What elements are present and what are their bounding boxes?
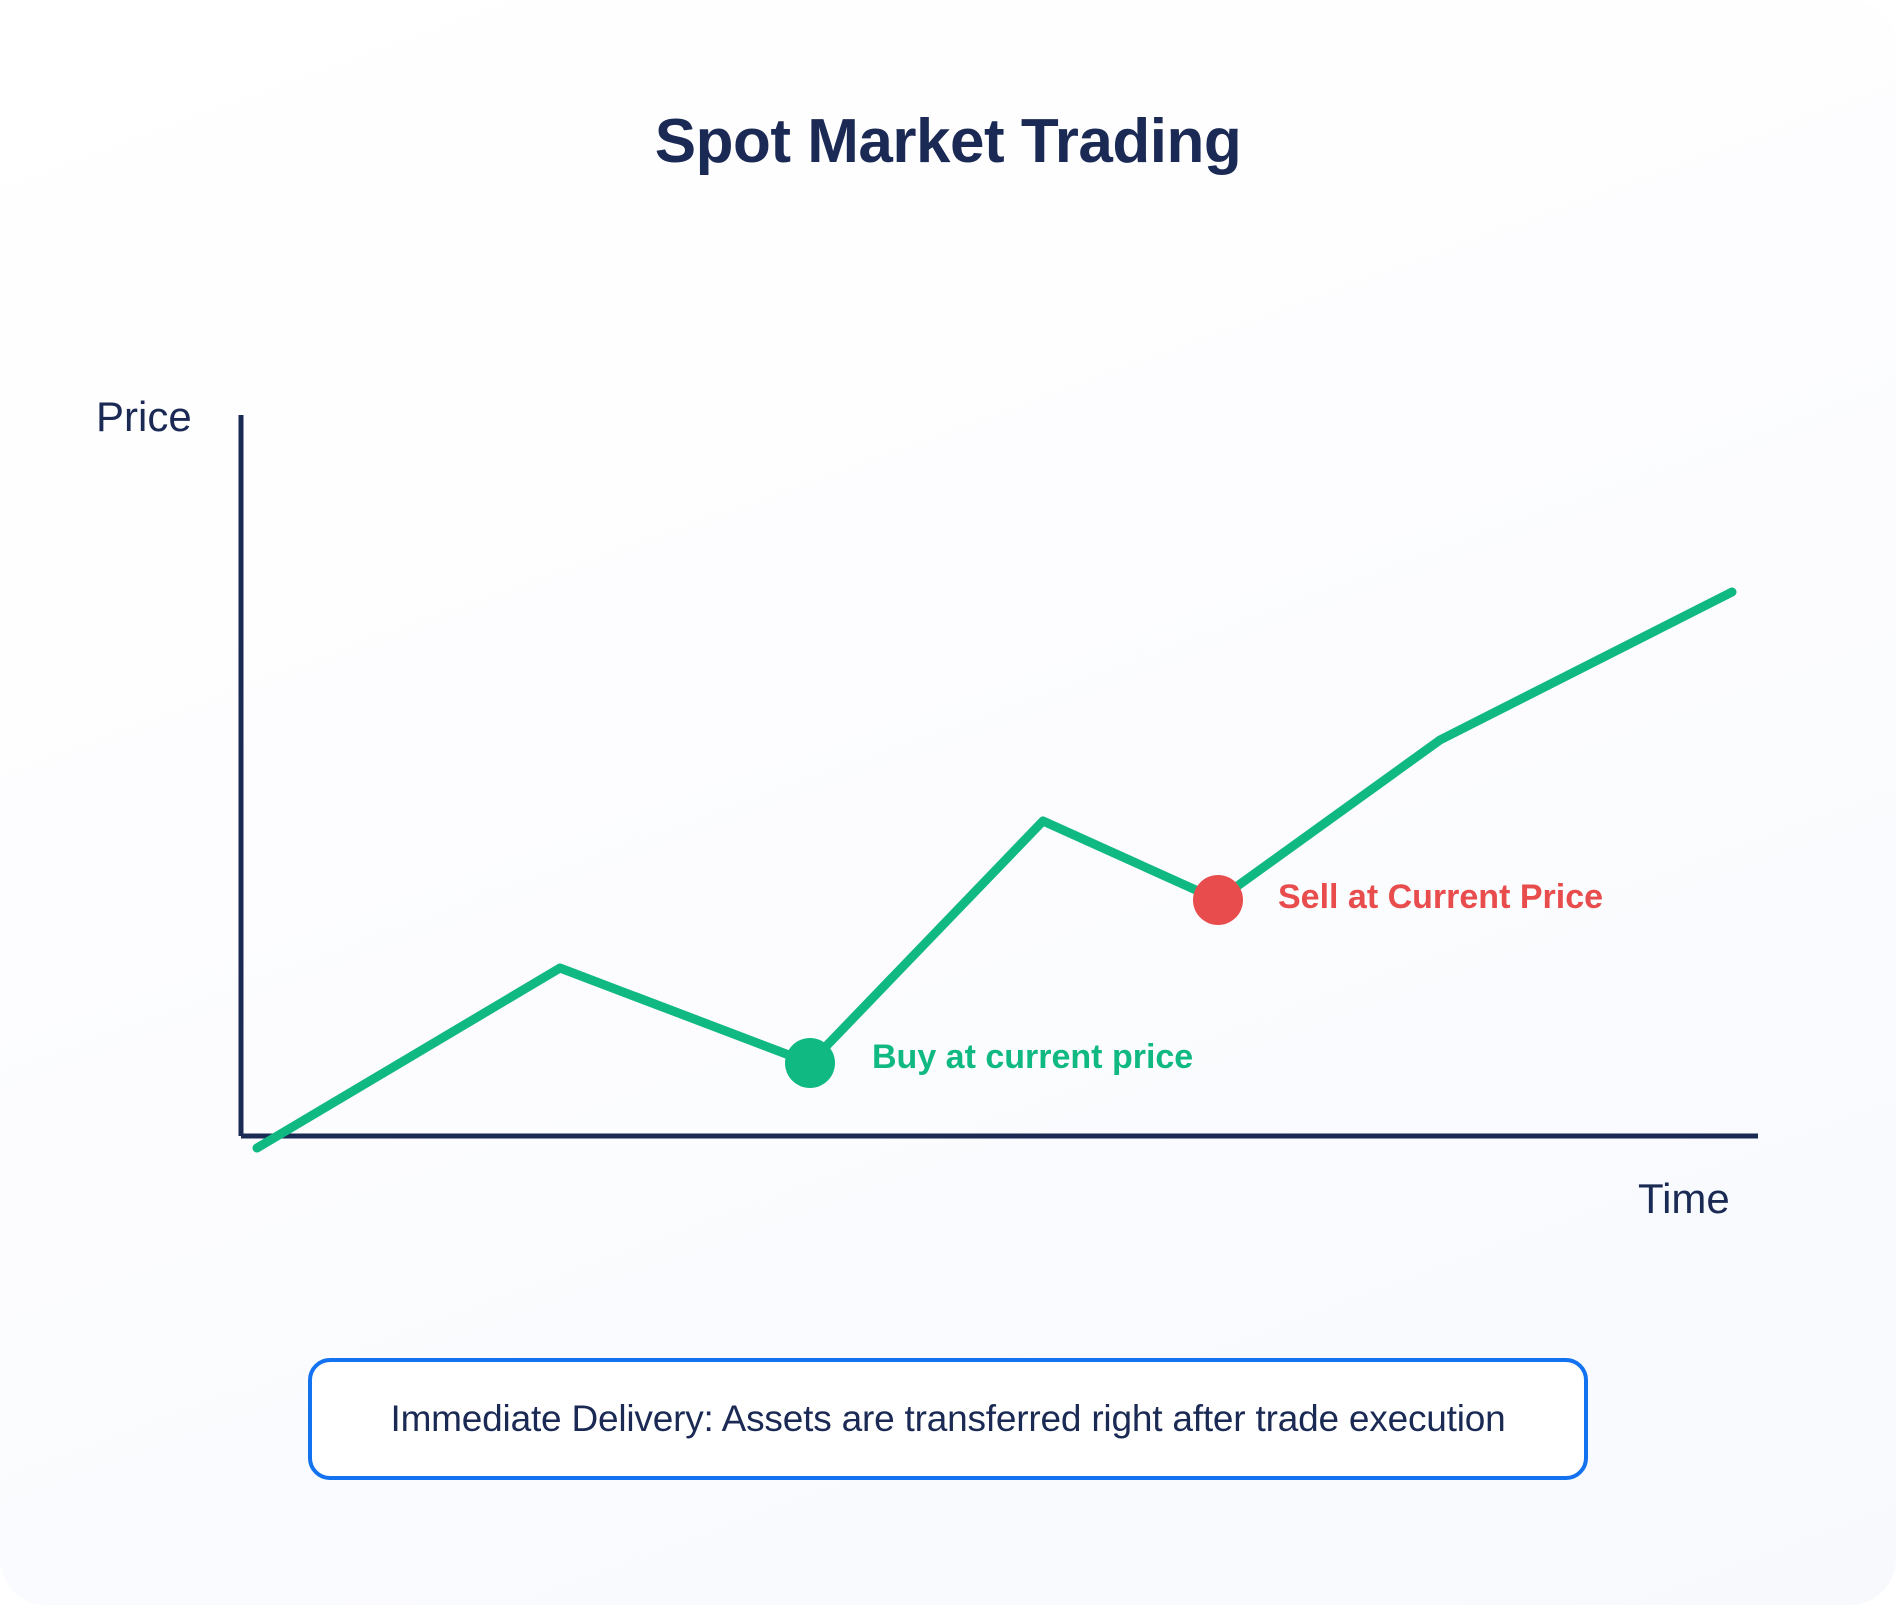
- callout-text: Immediate Delivery: Assets are transferr…: [390, 1398, 1506, 1439]
- buy-point-marker[interactable]: [785, 1038, 835, 1088]
- price-series-group: [252, 587, 1737, 1153]
- immediate-delivery-callout: Immediate Delivery: Assets are transferr…: [308, 1358, 1588, 1480]
- axes-group: [238, 415, 1758, 1139]
- sell-annotation-label: Sell at Current Price: [1278, 878, 1604, 916]
- buy-annotation-label: Buy at current price: [872, 1038, 1194, 1076]
- page-title: Spot Market Trading: [654, 107, 1242, 176]
- sell-point-marker[interactable]: [1193, 875, 1243, 925]
- y-axis-label: Price: [96, 393, 192, 440]
- x-axis-label: Time: [1638, 1175, 1730, 1222]
- price-line: [252, 587, 1737, 1153]
